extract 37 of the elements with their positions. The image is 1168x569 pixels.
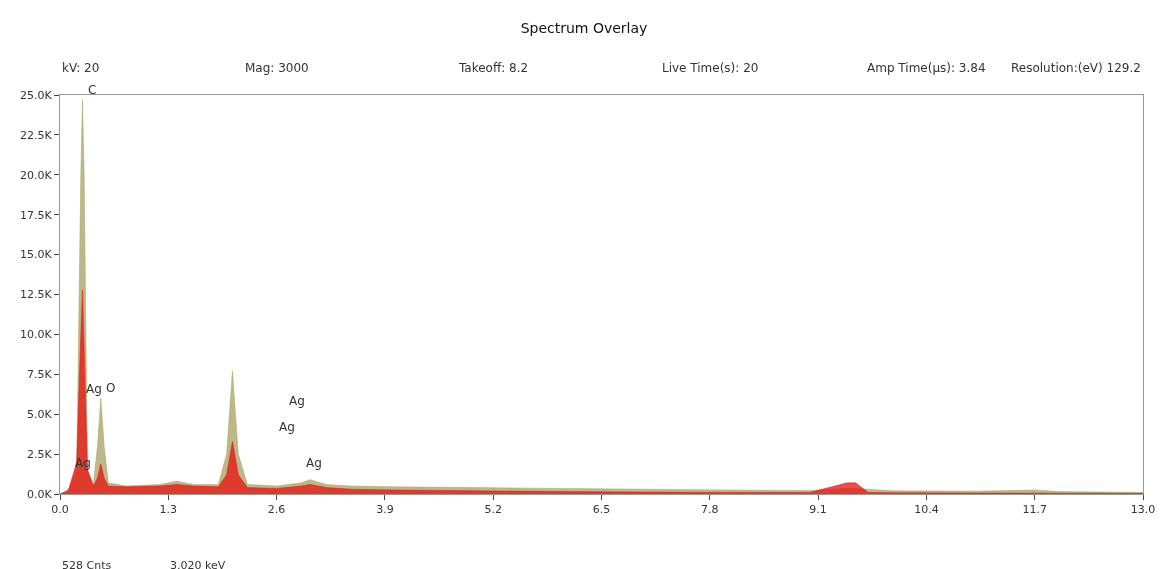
- y-tick-label: 7.5K: [27, 368, 53, 382]
- y-tick-label: 15.0K: [20, 248, 53, 262]
- text: Resolution:(eV) 129.2: [1011, 61, 1141, 75]
- x-tick-label: 1.3: [159, 503, 178, 517]
- x-tick-label: 9.1: [809, 503, 827, 517]
- x-tick-label: 10.4: [914, 503, 939, 517]
- text: Mag: 3000: [245, 61, 309, 75]
- annotation: C: [88, 83, 97, 97]
- y-tick-label: 22.5K: [20, 128, 53, 142]
- x-tick-label: 0.0: [51, 503, 69, 517]
- y-tick-label: 20.0K: [20, 168, 53, 182]
- annotation: Ag: [279, 420, 295, 434]
- text: kV: 20: [62, 61, 100, 75]
- y-tick-label: 10.0K: [20, 328, 53, 342]
- x-tick-label: 13.0: [1130, 503, 1156, 517]
- y-tick-label: 5.0K: [27, 408, 53, 422]
- y-tick-label: 25.0K: [20, 88, 53, 102]
- annotation: Ag: [289, 394, 305, 408]
- annotation: Ag: [306, 456, 322, 470]
- chart-title: Spectrum Overlay: [520, 19, 648, 36]
- y-tick-label: 12.5K: [20, 288, 53, 302]
- y-tick-label: 2.5K: [27, 447, 53, 461]
- x-tick-label: 6.5: [592, 503, 611, 517]
- annotation: O: [106, 381, 116, 395]
- x-tick-label: 7.8: [701, 503, 719, 517]
- x-tick-label: 3.9: [376, 503, 394, 517]
- x-tick-label: 11.7: [1022, 503, 1047, 517]
- text: Live Time(s): 20: [662, 61, 759, 75]
- text: 528 Cnts: [62, 559, 112, 569]
- text: 3.020 keV: [170, 559, 226, 569]
- y-tick-label: 17.5K: [20, 208, 53, 222]
- annotation: Ag: [86, 382, 102, 396]
- text: Amp Time(µs): 3.84: [867, 61, 986, 75]
- text: Takeoff: 8.2: [458, 61, 529, 75]
- x-tick-label: 2.6: [267, 503, 286, 517]
- x-tick-label: 5.2: [484, 503, 502, 517]
- y-tick-label: 0.0K: [27, 487, 53, 501]
